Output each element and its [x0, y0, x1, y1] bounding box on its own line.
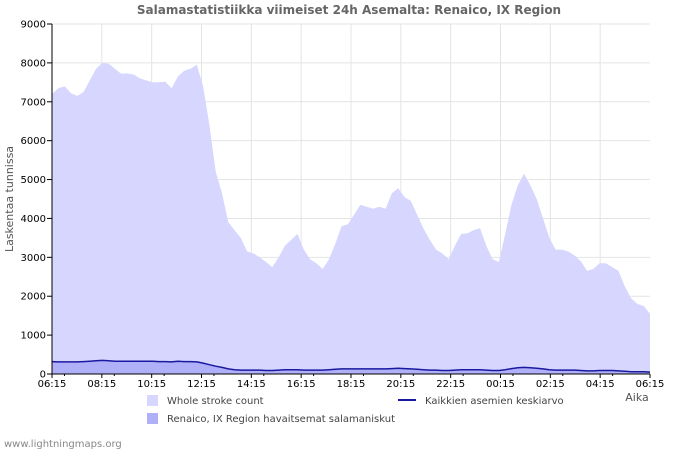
x-tick-label: 12:15: [187, 379, 216, 390]
series-area-0: [52, 62, 650, 375]
axes: [47, 23, 651, 378]
x-tick-label: 10:15: [137, 379, 166, 390]
x-tick-label: 02:15: [536, 379, 565, 390]
y-tick-label: 0: [40, 370, 46, 381]
x-tick-label: 20:15: [386, 379, 415, 390]
x-tick-label: 18:15: [337, 379, 366, 390]
x-tick-label: 16:15: [287, 379, 316, 390]
y-tick-label: 1000: [21, 331, 46, 342]
legend-swatch-whole-stroke: [147, 395, 158, 406]
y-tick-label: 2000: [21, 292, 46, 303]
legend-label-average: Kaikkien asemien keskiarvo: [425, 396, 564, 407]
x-tick-label: 06:15: [38, 379, 67, 390]
footer-credit: www.lightningmaps.org: [4, 439, 122, 450]
x-tick-label: 22:15: [436, 379, 465, 390]
x-tick-label: 08:15: [87, 379, 116, 390]
y-tick-label: 6000: [21, 136, 46, 147]
x-tick-label: 06:15: [636, 379, 665, 390]
x-tick-labels: 06:15 08:15 10:15 12:15 14:15 16:15 18:15 20:15…: [38, 379, 665, 390]
y-tick-labels: 0 1000 2000 3000 4000 5000 6000 7000 8000 9000: [21, 20, 46, 381]
series-line-2: [51, 359, 651, 373]
y-tick-label: 3000: [21, 253, 46, 264]
legend-swatch-station: [147, 413, 158, 424]
chart-title: Salamastatistiikka viimeiset 24h Asemalt…: [137, 3, 561, 17]
legend-label-whole-stroke: Whole stroke count: [167, 396, 264, 407]
y-axis-title: Laskentaa tunnissa: [3, 146, 16, 252]
x-axis-title: Aika: [625, 391, 649, 404]
x-tick-label: 04:15: [586, 379, 615, 390]
x-tick-label: 00:15: [486, 379, 515, 390]
y-tick-label: 4000: [21, 214, 46, 225]
y-tick-label: 9000: [21, 20, 46, 31]
series-layer: [51, 62, 651, 375]
y-tick-label: 7000: [21, 97, 46, 108]
y-tick-label: 8000: [21, 58, 46, 69]
legend-label-station: Renaico, IX Region havaitsemat salamanis…: [167, 414, 395, 425]
x-tick-label: 14:15: [237, 379, 266, 390]
y-tick-label: 5000: [21, 175, 46, 186]
legend: Whole stroke count Renaico, IX Region ha…: [147, 395, 564, 425]
